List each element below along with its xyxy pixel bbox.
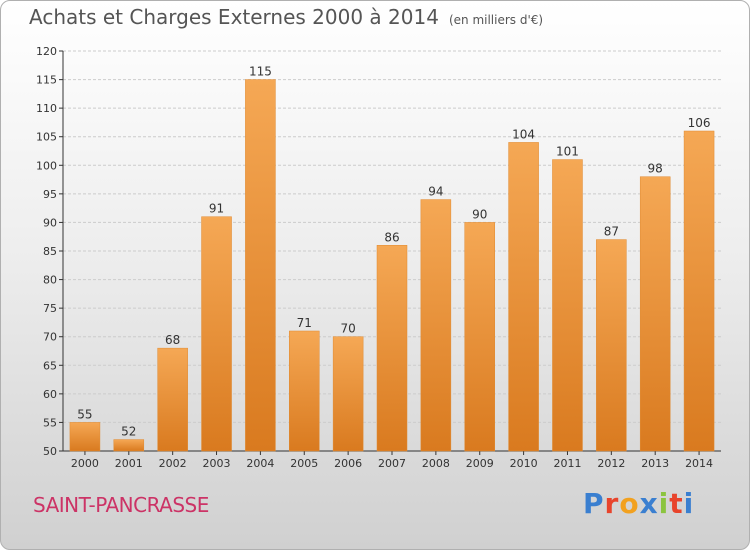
x-tick-label: 2000 [71, 457, 99, 470]
logo-letter: i [658, 487, 670, 520]
title-unit: (en milliers d'€) [448, 13, 544, 27]
y-tick-label: 80 [43, 274, 57, 287]
data-label: 70 [340, 322, 355, 336]
bar [332, 336, 364, 452]
y-tick-label: 115 [36, 74, 57, 87]
bar [113, 439, 145, 452]
data-label: 98 [648, 162, 663, 176]
data-label: 68 [165, 333, 180, 347]
x-tick-label: 2005 [290, 457, 318, 470]
bar [508, 142, 539, 452]
bar [639, 176, 671, 452]
bar [289, 330, 320, 452]
y-tick-label: 105 [36, 131, 57, 144]
y-tick-label: 110 [36, 102, 57, 115]
y-tick-label: 50 [43, 445, 57, 458]
data-label: 52 [121, 425, 136, 439]
x-tick-label: 2006 [334, 457, 362, 470]
x-tick-label: 2009 [466, 457, 494, 470]
proxiti-logo[interactable]: Proxiti [583, 487, 694, 520]
title-text: Achats et Charges Externes 2000 à 2014 [29, 5, 439, 29]
logo-letter: t [669, 487, 684, 520]
bar [157, 347, 188, 452]
logo-letter: x [639, 487, 659, 520]
bar [201, 216, 232, 452]
x-tick-label: 2010 [510, 457, 538, 470]
y-tick-label: 95 [43, 188, 57, 201]
data-label: 86 [384, 230, 399, 244]
x-tick-label: 2004 [246, 457, 274, 470]
logo-letter: r [604, 487, 620, 520]
y-tick-label: 65 [43, 359, 57, 372]
data-label: 90 [472, 207, 487, 221]
x-tick-label: 2014 [685, 457, 713, 470]
x-tick-label: 2007 [378, 457, 406, 470]
x-tick-label: 2002 [159, 457, 187, 470]
y-tick-label: 75 [43, 302, 57, 315]
data-label: 91 [209, 202, 224, 216]
y-tick-label: 55 [43, 416, 57, 429]
logo-letter: i [683, 487, 695, 520]
bar [69, 422, 101, 452]
y-tick-label: 85 [43, 245, 57, 258]
y-tick-label: 70 [43, 331, 57, 344]
bar [596, 239, 627, 452]
data-label: 115 [249, 65, 272, 79]
bar [245, 79, 276, 452]
y-tick-label: 120 [36, 45, 57, 58]
bar [464, 222, 495, 452]
data-label: 94 [428, 185, 443, 199]
bar [376, 245, 408, 452]
x-tick-label: 2012 [597, 457, 625, 470]
x-tick-label: 2003 [203, 457, 231, 470]
data-label: 104 [512, 127, 535, 141]
data-label: 55 [77, 407, 92, 421]
bar [683, 130, 715, 452]
y-tick-label: 100 [36, 159, 57, 172]
x-tick-label: 2001 [115, 457, 143, 470]
city-name: SAINT-PANCRASSE [33, 493, 209, 517]
x-tick-label: 2011 [553, 457, 581, 470]
x-tick-label: 2008 [422, 457, 450, 470]
y-tick-label: 60 [43, 388, 57, 401]
x-tick-label: 2013 [641, 457, 669, 470]
logo-letter: o [619, 487, 640, 520]
data-label: 87 [604, 225, 619, 239]
data-label: 106 [688, 116, 711, 130]
data-label: 101 [556, 145, 579, 159]
y-tick-label: 90 [43, 216, 57, 229]
bar [552, 159, 583, 452]
data-label: 71 [297, 316, 312, 330]
chart-title: Achats et Charges Externes 2000 à 2014 (e… [29, 5, 543, 29]
bar [420, 199, 452, 452]
logo-letter: P [583, 487, 605, 520]
